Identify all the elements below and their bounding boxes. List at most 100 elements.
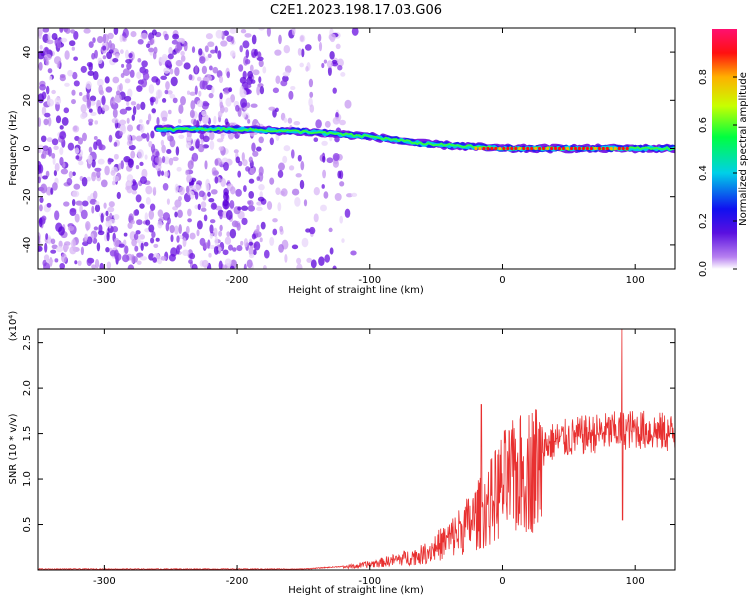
spectrogram-noise-dot [61, 116, 69, 126]
spectrogram-noise-dot [226, 35, 234, 42]
spectrogram-noise-dot [226, 231, 231, 237]
spectrogram-noise-dot [165, 81, 170, 90]
spectrogram-noise-dot [39, 197, 44, 203]
spectrogram-noise-dot [256, 56, 264, 62]
spectrogram-noise-dot [133, 233, 139, 240]
spectrogram-noise-dot [196, 229, 200, 237]
snr-panel: -300 -200 -100 0 100 0.5 1.0 1.5 2.0 2.5 Height … [8, 311, 676, 596]
spectrogram-noise-dot [151, 231, 156, 239]
spectrogram-noise-dot [123, 232, 128, 237]
spectrogram-signal-peak [542, 146, 546, 151]
spectrogram-noise-dot [236, 245, 243, 252]
spectrogram-noise-dot [45, 233, 49, 240]
spectrogram-noise-dot [38, 61, 43, 71]
spectrogram-signal-peak [585, 146, 590, 151]
spectrogram-noise-dot [188, 74, 193, 81]
spectrogram-noise-dot [219, 224, 223, 232]
colorbar-tick-label: 0.8 [698, 69, 709, 85]
spectrogram-noise-dot [337, 170, 342, 179]
spectrogram-noise-dot [332, 87, 337, 94]
spectrogram-noise-dot [54, 97, 62, 105]
spectrogram-noise-dot [114, 93, 122, 103]
spectrogram-noise-dot [248, 156, 253, 163]
spectrogram-noise-dot [106, 231, 110, 242]
spectrogram-noise-dot [259, 237, 263, 243]
spectrogram-noise-dot [290, 85, 296, 91]
spectrogram-noise-dot [52, 182, 58, 191]
spectrogram-noise-dot [321, 62, 325, 69]
spectrogram-noise-dot [139, 256, 148, 261]
spectrogram-noise-dot [196, 138, 200, 147]
spectrogram-noise-dot [105, 86, 113, 93]
spectrogram-noise-dot [174, 199, 182, 208]
spectrogram-noise-dot [86, 61, 93, 68]
spectrogram-signal-peak [557, 146, 562, 151]
spectrogram-noise-dot [218, 230, 223, 237]
spectrogram-noise-dot [337, 64, 343, 71]
spectrogram-noise-dot [235, 156, 241, 164]
spectrogram-noise-dot [172, 97, 178, 104]
spectrogram-noise-dot [80, 246, 85, 256]
spectrogram-noise-dot [160, 75, 168, 80]
spectrogram-noise-dot [72, 171, 76, 177]
spectrogram-noise-dot [275, 75, 281, 84]
spectrogram-noise-dot [230, 94, 236, 103]
spectrogram-noise-dot [105, 247, 110, 253]
colorbar: 0.0 0.2 0.4 0.6 0.8 Normalized spectral ampl… [698, 29, 749, 277]
spectrogram-noise-dot [217, 246, 222, 252]
spectrogram-noise-dot [45, 85, 50, 95]
spectrogram-noise-dot [42, 28, 50, 33]
spectrogram-noise-dot [218, 146, 224, 151]
spectrogram-noise [38, 28, 359, 269]
spectrogram-noise-dot [340, 72, 346, 77]
spectrogram-noise-dot [193, 184, 201, 192]
spectrogram-noise-dot [258, 59, 264, 68]
spectrogram-noise-dot [235, 104, 240, 112]
spectrogram-noise-dot [88, 146, 93, 153]
spectrogram-noise-dot [139, 123, 145, 133]
spectrogram-noise-dot [38, 28, 43, 37]
spectrogram-noise-dot [199, 80, 205, 90]
spectrogram-noise-dot [188, 259, 193, 264]
spectrogram-noise-dot [217, 50, 222, 60]
spectrogram-noise-dot [97, 158, 105, 165]
spectrogram-noise-dot [119, 49, 124, 54]
spectrogram-noise-dot [219, 211, 223, 220]
spectrogram-noise-dot [67, 225, 75, 232]
spectrogram-noise-dot [248, 191, 255, 199]
spectrogram-noise-dot [101, 95, 106, 106]
spectrogram-noise-dot [180, 96, 186, 106]
spectrogram-noise-dot [83, 28, 91, 34]
spectrogram-noise-dot [107, 206, 115, 213]
spectrogram-noise-dot [130, 150, 136, 159]
spectrogram-noise-dot [238, 64, 244, 72]
spectrogram-noise-dot [301, 48, 305, 58]
spectrogram-noise-dot [161, 144, 166, 154]
spectrogram-noise-dot [70, 29, 76, 34]
spectrogram-noise-dot [275, 187, 281, 195]
spectrogram-noise-dot [86, 99, 92, 109]
spectrogram-noise-dot [169, 138, 176, 148]
spectrogram-noise-dot [47, 116, 52, 127]
spectrogram-noise-dot [140, 101, 146, 111]
spectrogram-signal-peak [502, 146, 506, 151]
spectrogram-noise-dot [180, 55, 186, 62]
spectrogram-noise-dot [229, 228, 237, 239]
spectrogram-noise-dot [126, 101, 130, 106]
spectrogram-noise-dot [43, 254, 50, 261]
spectrogram-noise-dot [91, 171, 97, 182]
spectrogram-noise-dot [305, 66, 309, 72]
spectrogram-noise-dot [164, 60, 172, 68]
spectrogram-noise-dot [185, 136, 193, 141]
spectrogram-noise-dot [209, 224, 214, 234]
spectrogram-noise-dot [313, 137, 319, 143]
spectrogram-noise-dot [82, 132, 87, 142]
spectrogram-noise-dot [277, 202, 282, 212]
spectrogram-noise-dot [110, 43, 116, 51]
spectrogram-signal-peak [609, 146, 613, 151]
spectrogram-noise-dot [54, 162, 60, 172]
spectrogram-noise-dot [96, 242, 101, 252]
spectrogram-noise-dot [122, 254, 130, 263]
spectrogram-noise-dot [88, 41, 94, 49]
spectrogram-noise-dot [282, 155, 288, 164]
